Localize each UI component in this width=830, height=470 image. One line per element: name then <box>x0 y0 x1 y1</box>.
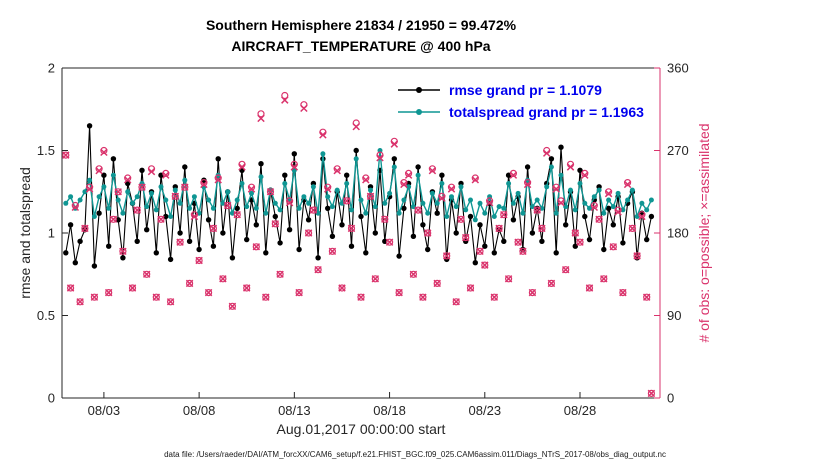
rmse-line-swatch-icon <box>398 87 440 93</box>
title-line2: AIRCRAFT_TEMPERATURE @ 400 hPa <box>231 38 491 54</box>
title-line1: Southern Hemisphere 21834 / 21950 = 99.4… <box>205 17 517 33</box>
svg-text:1.5: 1.5 <box>37 143 55 158</box>
svg-text:08/13: 08/13 <box>278 403 311 418</box>
svg-text:08/08: 08/08 <box>183 403 216 418</box>
svg-text:08/18: 08/18 <box>373 403 406 418</box>
svg-text:360: 360 <box>667 61 689 76</box>
right-axis-ticks: 0 90 180 270 360 <box>654 61 689 406</box>
legend-label-rmse: rmse grand pr = 1.1079 <box>449 82 602 98</box>
x-axis-title: Aug.01,2017 00:00:00 start <box>276 421 446 437</box>
x-axis-ticks: 08/03 08/08 08/13 08/18 08/23 08/28 <box>88 392 597 418</box>
svg-text:270: 270 <box>667 143 689 158</box>
right-axis-title: # of obs: o=possible; ×=assimilated <box>696 123 712 343</box>
legend-item-rmse: rmse grand pr = 1.1079 <box>396 79 644 101</box>
legend-item-totalspread: totalspread grand pr = 1.1963 <box>396 101 644 123</box>
svg-text:08/28: 08/28 <box>564 403 597 418</box>
svg-text:90: 90 <box>667 308 681 323</box>
left-axis-ticks: 0 0.5 1 1.5 2 <box>37 61 68 406</box>
left-axis-title: rmse and totalspread <box>17 167 33 299</box>
svg-text:180: 180 <box>667 226 689 241</box>
svg-text:1: 1 <box>48 226 55 241</box>
obs-assimilated-markers <box>62 96 656 398</box>
svg-text:0: 0 <box>667 391 674 406</box>
svg-text:08/23: 08/23 <box>469 403 502 418</box>
svg-text:0.5: 0.5 <box>37 308 55 323</box>
legend: rmse grand pr = 1.1079 totalspread grand… <box>396 79 644 123</box>
totalspread-line-swatch-icon <box>398 109 440 115</box>
data-file-caption: data file: /Users/raeder/DAI/ATM_forcXX/… <box>164 450 666 459</box>
svg-text:08/03: 08/03 <box>88 403 121 418</box>
chart-title: Southern Hemisphere 21834 / 21950 = 99.4… <box>62 15 660 57</box>
svg-text:0: 0 <box>48 391 55 406</box>
axes-box <box>61 67 661 399</box>
totalspread-series <box>63 148 654 223</box>
legend-label-totalspread: totalspread grand pr = 1.1963 <box>449 104 644 120</box>
obs-possible-markers <box>62 91 656 397</box>
svg-text:2: 2 <box>48 61 55 76</box>
